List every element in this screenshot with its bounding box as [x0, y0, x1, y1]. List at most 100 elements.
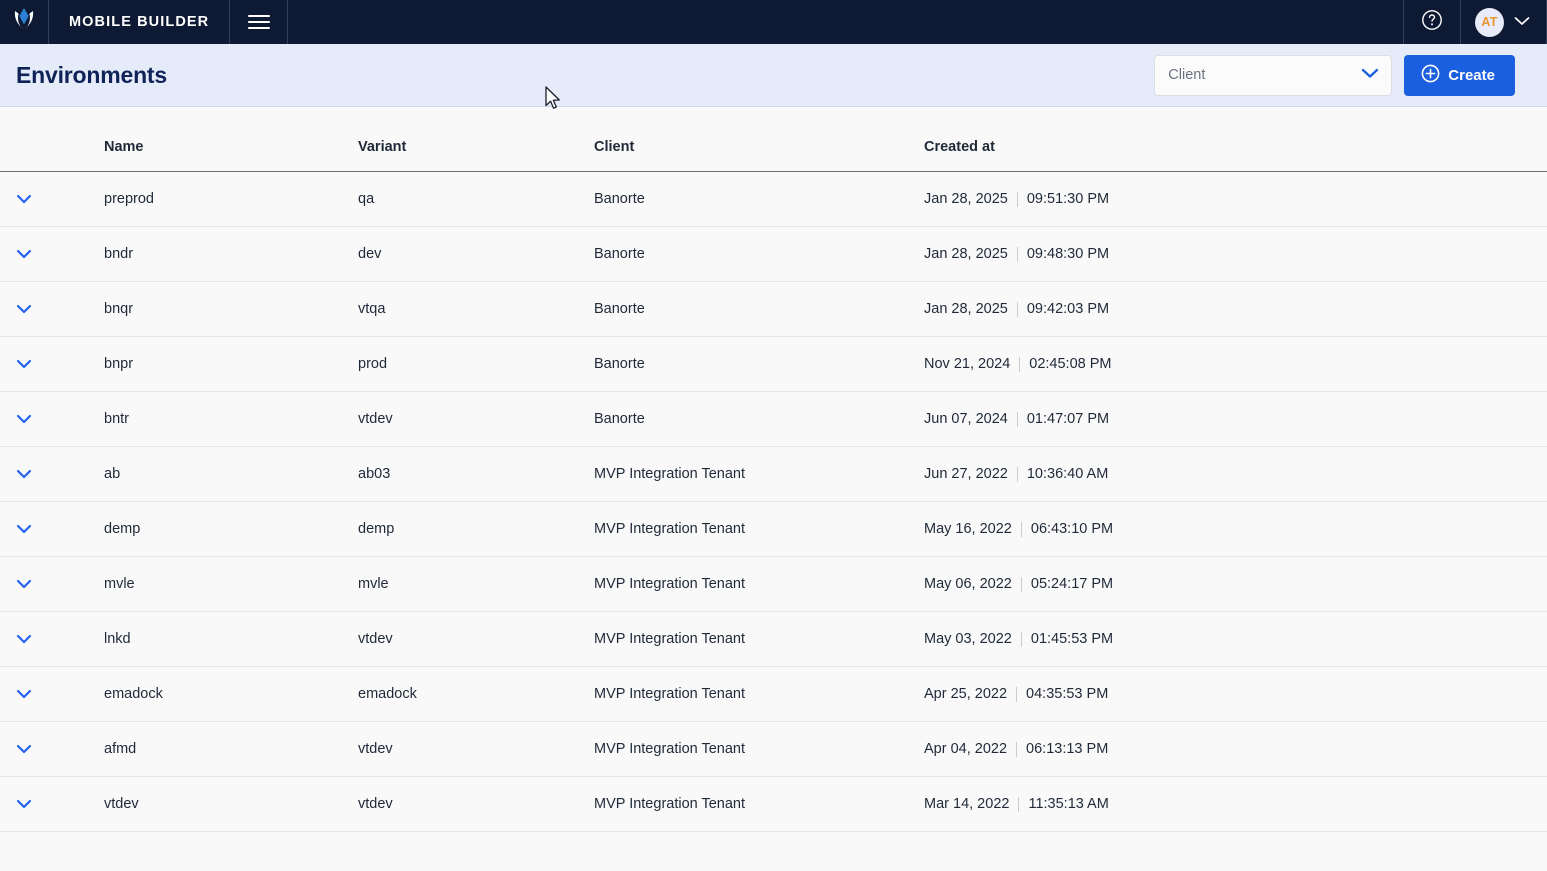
date-time-divider: [1020, 631, 1022, 647]
date-time-divider: [1016, 466, 1018, 482]
help-circle-icon: [1421, 9, 1443, 36]
plus-circle-icon: [1421, 64, 1440, 87]
column-header-created-at: Created at: [924, 107, 1547, 172]
cell-created-at: Apr 25, 2022 04:35:53 PM: [924, 666, 1547, 722]
cell-created-at: May 16, 2022 06:43:10 PM: [924, 501, 1547, 557]
row-expand-toggle[interactable]: [0, 776, 104, 832]
chevron-down-icon: [16, 744, 104, 754]
cell-name: preprod: [104, 171, 358, 227]
table-body: preprod qa Banorte Jan 28, 2025 09:51:30 PM b…: [0, 171, 1547, 832]
cell-variant: prod: [358, 336, 594, 392]
app-logo[interactable]: [0, 0, 49, 44]
cell-created-time: 06:43:10 PM: [1030, 521, 1114, 537]
cell-variant: qa: [358, 171, 594, 227]
cell-client: Banorte: [594, 171, 924, 227]
cell-client: Banorte: [594, 281, 924, 337]
cell-created-date: Nov 21, 2024: [924, 356, 1011, 372]
table-row[interactable]: afmd vtdev MVP Integration Tenant Apr 04, 2…: [0, 721, 1547, 777]
cell-created-time: 11:35:13 AM: [1028, 796, 1109, 812]
cell-client: MVP Integration Tenant: [594, 666, 924, 722]
row-expand-toggle[interactable]: [0, 721, 104, 777]
table-header-row: Name Variant Client Created at: [0, 107, 1547, 172]
table-header: Name Variant Client Created at: [0, 107, 1547, 172]
table-row[interactable]: lnkd vtdev MVP Integration Tenant May 03, 2…: [0, 611, 1547, 667]
row-expand-toggle[interactable]: [0, 501, 104, 557]
row-expand-toggle[interactable]: [0, 446, 104, 502]
client-select[interactable]: Client: [1154, 54, 1393, 96]
create-button-label: Create: [1448, 66, 1495, 84]
cell-variant: vtdev: [358, 776, 594, 832]
table-row[interactable]: emadock emadock MVP Integration Tenant Apr …: [0, 666, 1547, 722]
table-row[interactable]: mvle mvle MVP Integration Tenant May 06, 20…: [0, 556, 1547, 612]
cell-client: MVP Integration Tenant: [594, 556, 924, 612]
cell-variant: demp: [358, 501, 594, 557]
user-menu-button[interactable]: AT: [1460, 0, 1547, 44]
cell-name: lnkd: [104, 611, 358, 667]
cell-created-date: Jun 07, 2024: [924, 411, 1008, 427]
cell-created-at: Jan 28, 2025 09:42:03 PM: [924, 281, 1547, 337]
client-select-value: Client: [1168, 67, 1206, 83]
cell-created-time: 02:45:08 PM: [1029, 356, 1112, 372]
cell-created-date: May 16, 2022: [924, 521, 1012, 537]
cell-created-time: 01:47:07 PM: [1026, 411, 1110, 427]
row-expand-toggle[interactable]: [0, 556, 104, 612]
help-button[interactable]: [1403, 0, 1460, 44]
table-row[interactable]: vtdev vtdev MVP Integration Tenant Mar 14, …: [0, 776, 1547, 832]
table-row[interactable]: bnqr vtqa Banorte Jan 28, 2025 09:42:03 PM: [0, 281, 1547, 337]
cell-created-date: Mar 14, 2022: [924, 796, 1010, 812]
cell-created-at: Mar 14, 2022 11:35:13 AM: [924, 776, 1547, 832]
app-brand-title: MOBILE BUILDER: [49, 0, 231, 44]
column-header-expand: [0, 107, 104, 172]
cell-created-date: Jun 27, 2022: [924, 466, 1008, 482]
hamburger-menu-icon: [247, 15, 270, 29]
row-expand-toggle[interactable]: [0, 336, 104, 392]
cell-created-at: May 06, 2022 05:24:17 PM: [924, 556, 1547, 612]
table-row[interactable]: demp demp MVP Integration Tenant May 16, 20…: [0, 501, 1547, 557]
create-button[interactable]: Create: [1404, 54, 1515, 96]
date-time-divider: [1016, 741, 1018, 757]
cell-name: bnpr: [104, 336, 358, 392]
cell-created-at: Jun 27, 2022 10:36:40 AM: [924, 446, 1547, 502]
column-header-name: Name: [104, 107, 358, 172]
date-time-divider: [1016, 191, 1018, 207]
cell-created-time: 09:51:30 PM: [1026, 191, 1110, 207]
chevron-down-icon: [16, 359, 104, 369]
row-expand-toggle[interactable]: [0, 611, 104, 667]
top-navbar: MOBILE BUILDER AT: [0, 0, 1547, 44]
hamburger-menu-button[interactable]: [230, 0, 289, 44]
page-subheader: Environments Client Create: [0, 44, 1547, 109]
cell-created-at: Jan 28, 2025 09:51:30 PM: [924, 171, 1547, 227]
cell-name: emadock: [104, 666, 358, 722]
cell-created-at: Jan 28, 2025 09:48:30 PM: [924, 226, 1547, 282]
cell-created-time: 05:24:17 PM: [1030, 576, 1114, 592]
cell-created-date: Jan 28, 2025: [924, 246, 1008, 262]
cell-variant: emadock: [358, 666, 594, 722]
row-expand-toggle[interactable]: [0, 226, 104, 282]
avatar: AT: [1475, 7, 1504, 37]
cell-client: MVP Integration Tenant: [594, 776, 924, 832]
cell-created-at: Apr 04, 2022 06:13:13 PM: [924, 721, 1547, 777]
table-row[interactable]: bnpr prod Banorte Nov 21, 2024 02:45:08 PM: [0, 336, 1547, 392]
cell-name: demp: [104, 501, 358, 557]
date-time-divider: [1018, 796, 1020, 812]
chevron-down-icon: [16, 799, 104, 809]
cell-name: vtdev: [104, 776, 358, 832]
row-expand-toggle[interactable]: [0, 391, 104, 447]
row-expand-toggle[interactable]: [0, 281, 104, 337]
cell-created-time: 04:35:53 PM: [1026, 686, 1109, 702]
table-row[interactable]: bndr dev Banorte Jan 28, 2025 09:48:30 PM: [0, 226, 1547, 282]
cell-created-at: Nov 21, 2024 02:45:08 PM: [924, 336, 1547, 392]
date-time-divider: [1016, 686, 1018, 702]
cell-created-time: 01:45:53 PM: [1030, 631, 1114, 647]
row-expand-toggle[interactable]: [0, 171, 104, 227]
table-row[interactable]: bntr vtdev Banorte Jun 07, 2024 01:47:07 PM: [0, 391, 1547, 447]
chevron-down-icon: [1361, 66, 1379, 84]
cell-variant: dev: [358, 226, 594, 282]
row-expand-toggle[interactable]: [0, 666, 104, 722]
table-row[interactable]: preprod qa Banorte Jan 28, 2025 09:51:30 PM: [0, 171, 1547, 227]
cell-variant: vtdev: [358, 611, 594, 667]
table-row[interactable]: ab ab03 MVP Integration Tenant Jun 27, 2022…: [0, 446, 1547, 502]
cell-created-at: May 03, 2022 01:45:53 PM: [924, 611, 1547, 667]
date-time-divider: [1016, 301, 1018, 317]
cell-client: MVP Integration Tenant: [594, 501, 924, 557]
